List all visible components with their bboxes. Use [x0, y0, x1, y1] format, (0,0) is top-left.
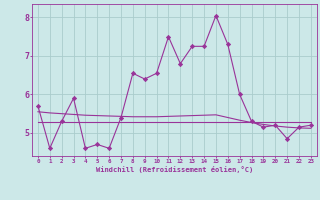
X-axis label: Windchill (Refroidissement éolien,°C): Windchill (Refroidissement éolien,°C) — [96, 166, 253, 173]
